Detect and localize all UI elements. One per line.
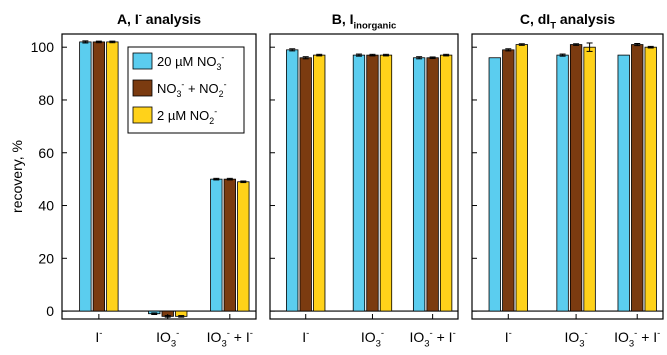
legend-swatch bbox=[132, 52, 153, 70]
x-tick-label: IO3- + I- bbox=[409, 328, 455, 349]
bar bbox=[286, 49, 299, 312]
bar bbox=[439, 54, 453, 312]
y-tick-label: 20 bbox=[38, 250, 54, 266]
axes-frame bbox=[471, 33, 664, 320]
panel-title: B, Iinorganic bbox=[332, 11, 397, 31]
legend: 20 µM NO3- NO3- + NO2- 2 µM NO2- bbox=[127, 46, 245, 134]
x-tick-label: IO3- bbox=[156, 328, 179, 349]
y-tick-label: 80 bbox=[38, 92, 54, 108]
chart-panel-1: 0 20 40 60 80 100 recovery, % A, I- analysis I- I… bbox=[9, 10, 257, 349]
bar bbox=[488, 57, 501, 312]
bar bbox=[92, 41, 106, 312]
legend-label: NO3- + NO2- bbox=[157, 80, 227, 100]
legend-swatch bbox=[132, 79, 153, 97]
bar bbox=[313, 54, 326, 312]
y-tick-label: 100 bbox=[31, 39, 55, 55]
bar bbox=[426, 57, 439, 312]
bar bbox=[556, 54, 569, 312]
legend-swatch bbox=[132, 106, 153, 124]
x-tick-label: IO3- + I- bbox=[614, 328, 660, 349]
y-axis-label: recovery, % bbox=[9, 140, 25, 213]
y-tick-label: 60 bbox=[38, 145, 54, 161]
bar bbox=[569, 44, 583, 312]
panel-title: C, dIT analysis bbox=[520, 11, 616, 31]
bar bbox=[644, 46, 657, 312]
chart-panel-2: B, Iinorganic I- IO3- IO3- + I- bbox=[269, 11, 459, 349]
x-tick-label: I- bbox=[302, 328, 309, 345]
bar bbox=[237, 181, 250, 312]
y-tick-label: 0 bbox=[46, 303, 54, 319]
bar bbox=[502, 49, 515, 312]
bar bbox=[223, 178, 236, 312]
bar bbox=[352, 54, 366, 312]
bar bbox=[79, 41, 92, 312]
bar bbox=[366, 54, 379, 312]
chart-panel-3: C, dIT analysis I- IO3- IO3- + I- bbox=[471, 11, 664, 349]
bar bbox=[299, 57, 312, 312]
x-tick-label: IO3- + I- bbox=[207, 328, 253, 349]
x-tick-label: IO3- bbox=[564, 328, 587, 349]
bar bbox=[379, 54, 393, 312]
bar bbox=[515, 44, 528, 312]
bar bbox=[412, 57, 426, 312]
bar bbox=[617, 54, 630, 312]
axes-frame bbox=[61, 33, 257, 320]
legend-label: 2 µM NO2- bbox=[157, 107, 217, 127]
bar bbox=[583, 46, 596, 312]
bar bbox=[106, 41, 119, 312]
x-tick-label: I- bbox=[95, 328, 102, 345]
bar bbox=[631, 44, 644, 312]
x-tick-label: I- bbox=[505, 328, 512, 345]
x-tick-label: IO3- bbox=[361, 328, 384, 349]
y-tick-label: 40 bbox=[38, 198, 54, 214]
legend-label: 20 µM NO3- bbox=[157, 53, 224, 73]
panel-title: A, I- analysis bbox=[117, 10, 201, 27]
axes-frame bbox=[269, 33, 459, 320]
bar bbox=[210, 178, 223, 312]
